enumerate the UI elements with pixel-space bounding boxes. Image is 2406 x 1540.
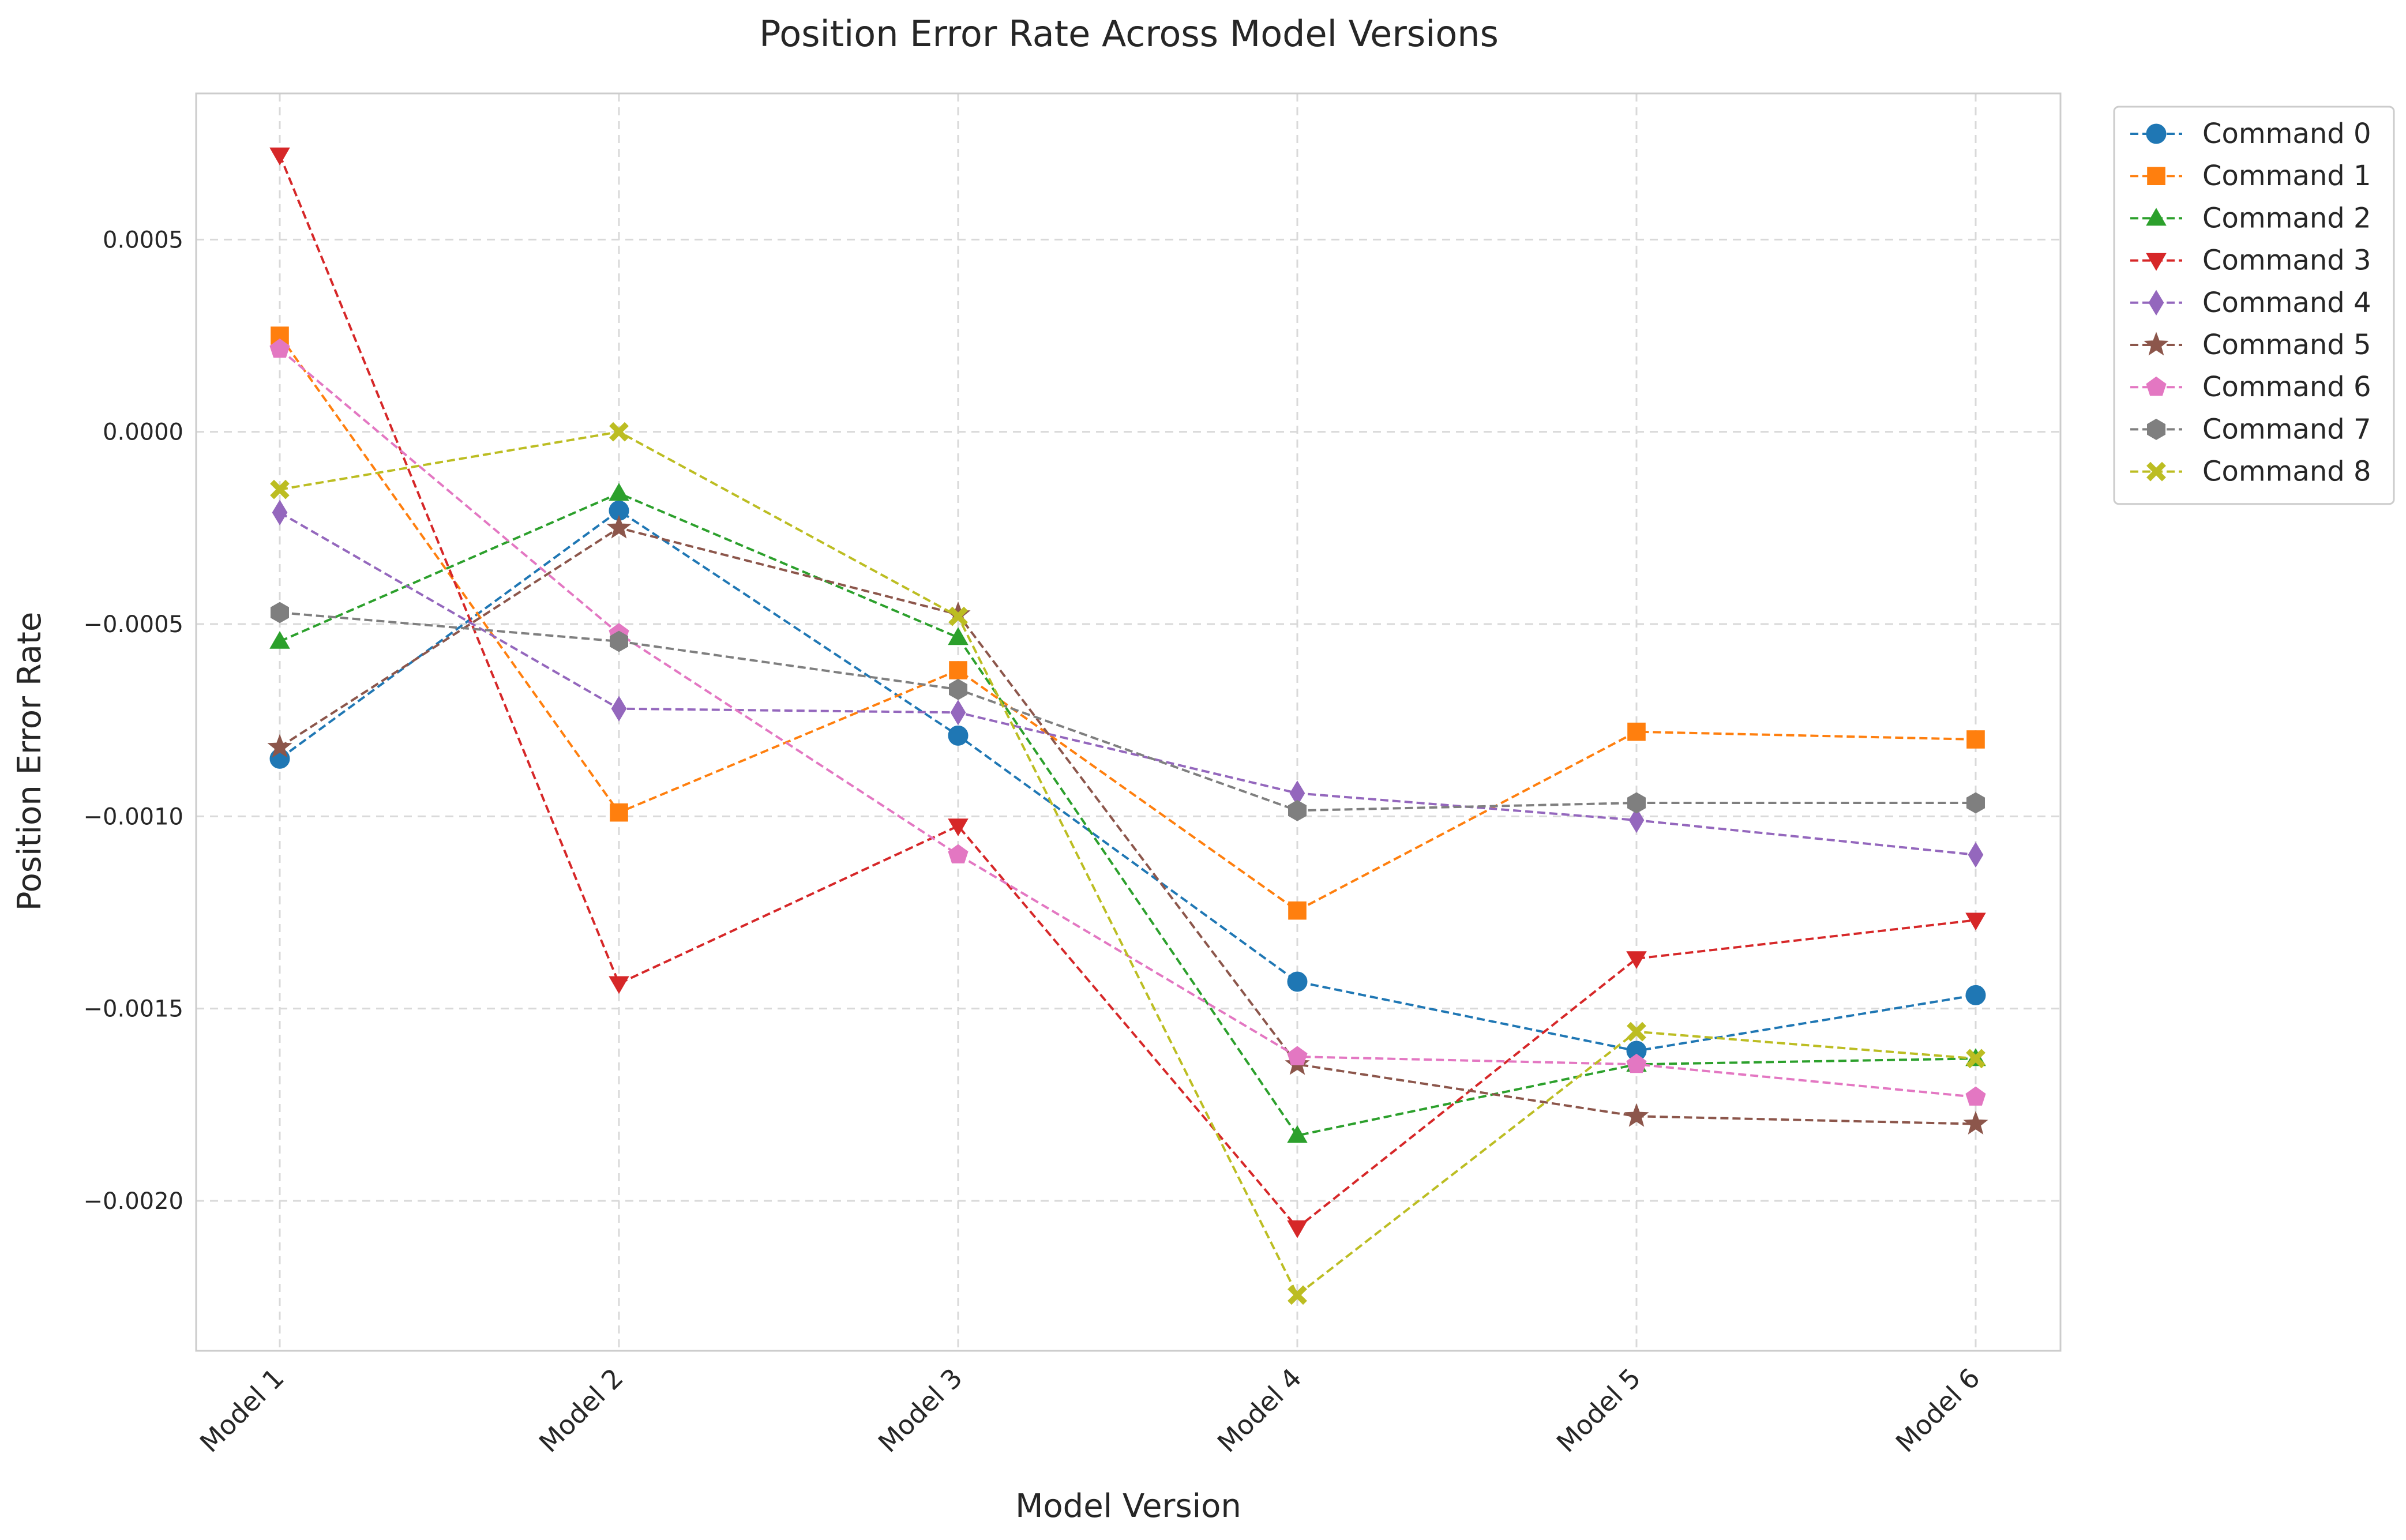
legend-label: Command 3 [2202, 245, 2371, 277]
legend-label: Command 8 [2202, 456, 2371, 488]
data-point [949, 662, 967, 679]
y-tick-label: −0.0010 [84, 803, 183, 830]
y-tick-label: −0.0005 [84, 611, 183, 638]
legend-label: Command 0 [2202, 118, 2371, 150]
legend-label: Command 1 [2202, 160, 2371, 192]
y-tick-label: −0.0020 [84, 1188, 183, 1215]
data-point [1967, 731, 1985, 749]
data-point [948, 726, 968, 745]
legend-marker [2146, 124, 2166, 144]
y-tick-label: 0.0005 [103, 227, 183, 253]
chart-title: Position Error Rate Across Model Version… [759, 13, 1499, 55]
legend: Command 0 Command 1 Command 2 Command 3 Comm… [2114, 107, 2394, 504]
data-point [1289, 902, 1307, 919]
y-tick-label: 0.0000 [103, 419, 183, 446]
plot-background [196, 93, 2060, 1351]
data-point [1966, 985, 1985, 1005]
legend-label: Command 4 [2202, 287, 2371, 319]
y-tick-label: −0.0015 [84, 996, 183, 1023]
data-point [610, 803, 628, 821]
x-axis-label: Model Version [1015, 1488, 1241, 1525]
legend-label: Command 5 [2202, 329, 2371, 361]
y-axis-label: Position Error Rate [11, 612, 48, 911]
legend-marker [2148, 167, 2165, 185]
data-point [1628, 723, 1646, 741]
legend-label: Command 2 [2202, 202, 2371, 234]
legend-label: Command 7 [2202, 413, 2371, 445]
legend-label: Command 6 [2202, 371, 2371, 403]
plot-area: −0.0020 −0.0015 −0.0010 −0.0005 0.0000 0.0005… [84, 93, 2060, 1458]
data-point [1288, 972, 1307, 991]
